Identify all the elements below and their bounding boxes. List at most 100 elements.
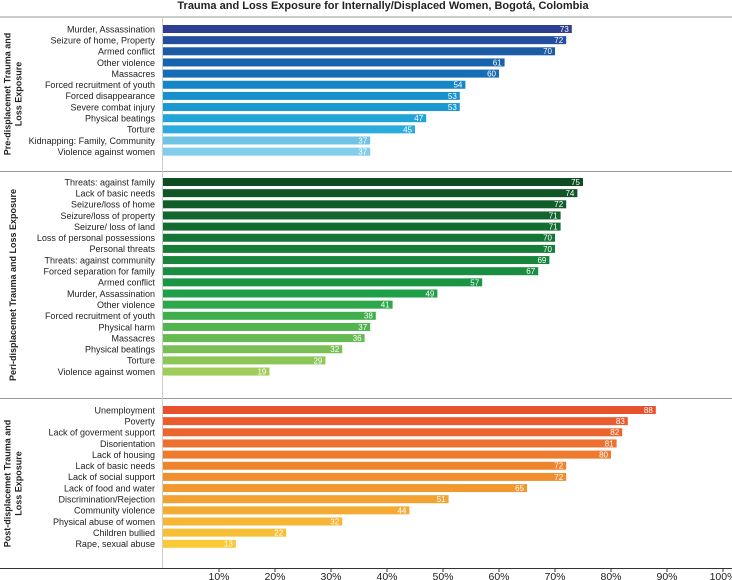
bar xyxy=(163,450,611,459)
group-dividers xyxy=(0,16,732,399)
category-label: Lack of basic needs xyxy=(75,188,155,198)
bar xyxy=(163,233,555,242)
x-tick-label: 60% xyxy=(488,571,509,580)
category-label: Loss of personal possessions xyxy=(37,233,156,243)
category-label: Armed conflict xyxy=(98,278,156,288)
bar-value-label: 70 xyxy=(543,234,552,243)
group-labels: Pre-displacemet Trauma and Loss ExposureP… xyxy=(3,33,24,548)
bar-value-label: 67 xyxy=(526,267,535,276)
category-label: Other violence xyxy=(97,300,155,310)
category-label: Seizure/loss of home xyxy=(71,200,155,210)
category-label: Lack of social support xyxy=(68,472,156,482)
category-label: Physical abuse of women xyxy=(53,517,155,527)
category-label: Violence against women xyxy=(58,147,155,157)
group-label: Pre-displacemet Trauma and xyxy=(3,33,13,156)
bar xyxy=(163,147,371,156)
bar-value-label: 72 xyxy=(554,36,563,45)
category-label: Community violence xyxy=(74,506,155,516)
category-label: Armed conflict xyxy=(98,47,156,57)
bar-value-label: 72 xyxy=(554,473,563,482)
bar xyxy=(163,267,539,276)
bar-value-label: 41 xyxy=(381,301,390,310)
bar xyxy=(163,278,483,287)
bar xyxy=(163,289,438,298)
x-tick-label: 70% xyxy=(544,571,565,580)
category-label: Seizure/ loss of land xyxy=(74,222,155,232)
bar xyxy=(163,136,371,145)
bar xyxy=(163,47,555,56)
bar xyxy=(163,367,270,376)
bar xyxy=(163,428,623,437)
category-label: Lack of food and water xyxy=(64,483,155,493)
bar-value-label: 57 xyxy=(470,278,479,287)
category-label: Disorientation xyxy=(100,439,155,449)
bar-value-label: 72 xyxy=(554,200,563,209)
bar-value-label: 47 xyxy=(414,114,423,123)
bar-value-label: 80 xyxy=(599,451,608,460)
category-label: Massacres xyxy=(111,69,155,79)
bar-value-label: 29 xyxy=(313,356,322,365)
bar xyxy=(163,178,583,186)
bar xyxy=(163,244,555,253)
category-label: Torture xyxy=(127,356,155,366)
bar xyxy=(163,200,567,209)
category-label: Personal threats xyxy=(89,244,155,254)
bar-value-label: 82 xyxy=(610,428,619,437)
bar-value-label: 65 xyxy=(515,484,524,493)
bar xyxy=(163,114,427,123)
bar xyxy=(163,36,567,45)
bar-value-label: 37 xyxy=(358,148,367,157)
bar-value-label: 75 xyxy=(571,178,580,187)
bar-value-label: 74 xyxy=(565,189,574,198)
bar xyxy=(163,528,287,537)
bar xyxy=(163,334,365,343)
bar-value-label: 51 xyxy=(437,495,446,504)
category-label: Seizure/loss of property xyxy=(60,211,155,221)
bar xyxy=(163,345,343,354)
bar xyxy=(163,91,460,100)
bar xyxy=(163,472,567,481)
x-tick-label: 50% xyxy=(432,571,453,580)
category-label: Forced recruitment of youth xyxy=(45,311,155,321)
category-label: Forced separation for family xyxy=(43,267,155,277)
category-label: Physical beatings xyxy=(85,345,156,355)
category-label: Threats: against family xyxy=(64,177,155,187)
bar-value-label: 38 xyxy=(364,312,373,321)
bar-value-label: 19 xyxy=(257,367,266,376)
bar-value-label: 45 xyxy=(403,125,412,134)
category-label: Other violence xyxy=(97,58,155,68)
category-label: Seizure of home, Property xyxy=(50,35,155,45)
bar-value-label: 72 xyxy=(554,462,563,471)
category-label: Severe combat injury xyxy=(70,102,155,112)
bar xyxy=(163,439,617,448)
bar xyxy=(163,300,393,309)
bar-value-label: 36 xyxy=(353,334,362,343)
x-tick-label: 30% xyxy=(320,571,341,580)
bar xyxy=(163,517,343,526)
category-label: Poverty xyxy=(124,416,155,426)
category-label: Forced recruitment of youth xyxy=(45,80,155,90)
x-tick-label: 20% xyxy=(264,571,285,580)
bar-value-label: 70 xyxy=(543,47,552,56)
bar xyxy=(163,80,466,89)
bar-value-label: 37 xyxy=(358,323,367,332)
category-label: Children bullied xyxy=(93,528,155,538)
category-label: Lack of housing xyxy=(92,450,155,460)
category-label: Lack of basic needs xyxy=(75,461,155,471)
bar xyxy=(163,25,572,33)
bar-value-label: 32 xyxy=(330,345,339,354)
category-label: Rape, sexual abuse xyxy=(75,539,155,549)
category-label: Massacres xyxy=(111,333,155,343)
bar-value-label: 22 xyxy=(274,529,283,538)
category-label: Lack of goverment support xyxy=(48,428,155,438)
bar xyxy=(163,125,415,134)
category-label: Unemployment xyxy=(94,405,155,415)
x-tick-label: 80% xyxy=(600,571,621,580)
bar xyxy=(163,58,505,67)
category-label: Murder, Assassination xyxy=(67,24,155,34)
bar-value-label: 73 xyxy=(560,25,569,34)
bar xyxy=(163,356,326,365)
category-label: Murder, Assassination xyxy=(67,289,155,299)
bar xyxy=(163,69,499,78)
bar xyxy=(163,417,628,426)
